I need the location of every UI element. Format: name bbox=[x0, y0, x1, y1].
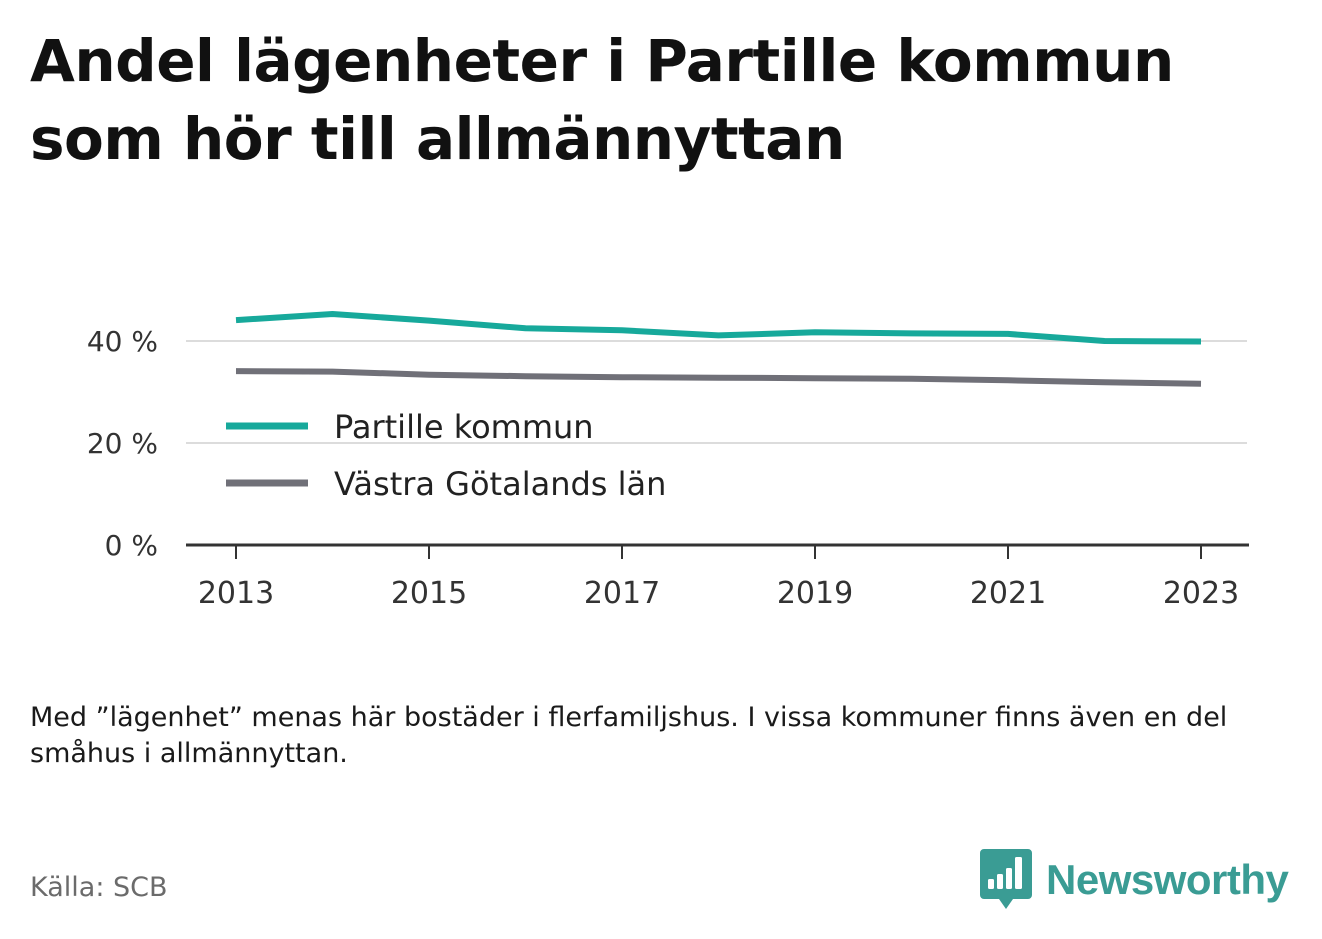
legend-label: Partille kommun bbox=[334, 408, 594, 446]
legend-background bbox=[213, 398, 713, 442]
series-line-1 bbox=[235, 311, 1202, 345]
x-tick-label: 2013 bbox=[198, 576, 274, 611]
series-lines bbox=[235, 311, 1202, 387]
brand-name: Newsworthy bbox=[1046, 856, 1289, 903]
brand-logo: Newsworthy bbox=[980, 848, 1289, 912]
legend-label: Västra Götalands län bbox=[334, 465, 666, 503]
chart-title: Andel lägenheter i Partille kommun som h… bbox=[30, 27, 1174, 173]
source-label: Källa: SCB bbox=[30, 872, 168, 903]
x-tick-label: 2019 bbox=[777, 576, 853, 611]
chart-note: Med ”lägenhet” menas här bostäder i fler… bbox=[30, 702, 1228, 769]
y-tick-label: 40 % bbox=[87, 325, 158, 358]
series-line-2 bbox=[235, 368, 1202, 387]
x-axis: 2013 2015 2017 2019 2021 2023 bbox=[186, 543, 1249, 611]
legend: Partille kommun Västra Götalands län bbox=[213, 398, 713, 503]
y-axis-tick-labels: 0 % 20 % 40 % bbox=[87, 325, 158, 562]
bar-chart-speech-bubble-icon bbox=[980, 849, 1032, 909]
x-tick-label: 2023 bbox=[1163, 576, 1239, 611]
x-tick-label: 2017 bbox=[584, 576, 660, 611]
y-tick-label: 20 % bbox=[87, 427, 158, 460]
y-tick-label: 0 % bbox=[105, 529, 158, 562]
x-tick-label: 2015 bbox=[391, 576, 467, 611]
x-tick-label: 2021 bbox=[970, 576, 1046, 611]
